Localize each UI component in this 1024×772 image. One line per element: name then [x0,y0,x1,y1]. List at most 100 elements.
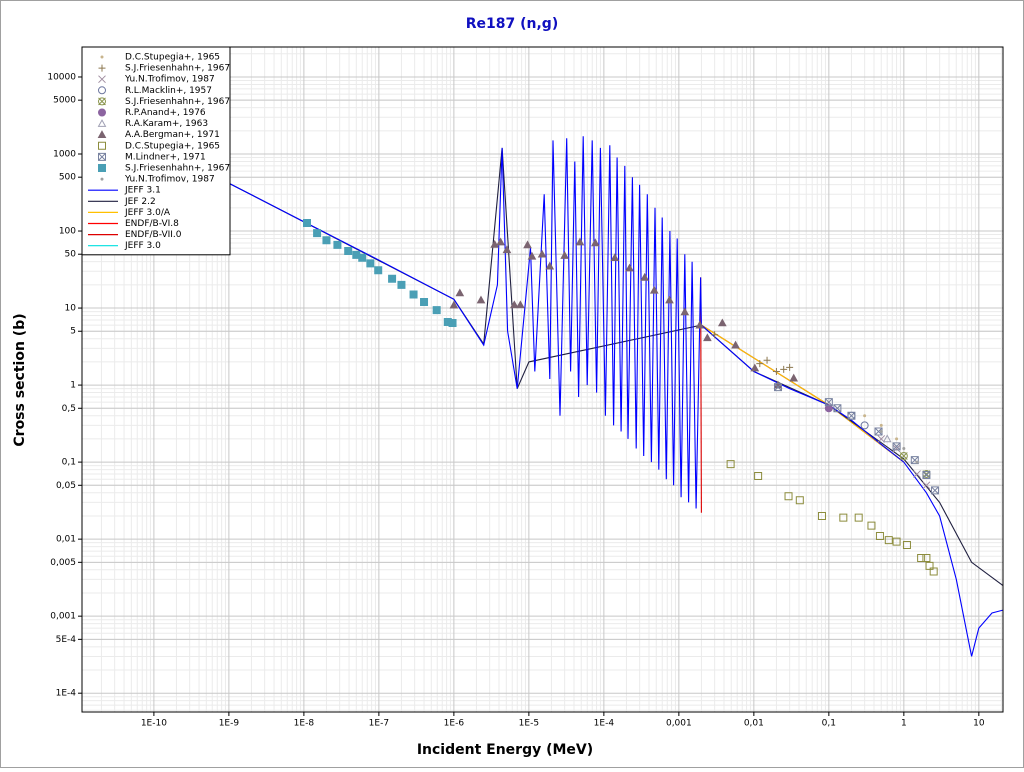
data-point [930,486,939,495]
legend-swatch [98,75,106,84]
data-point [388,274,397,283]
legend-label: JEFF 3.0/A [124,208,171,218]
data-point [899,452,908,461]
x-tick-label: 1E-9 [219,719,240,729]
data-point [922,481,931,490]
legend-swatch [98,141,106,150]
data-point [902,540,911,549]
data-point [913,470,921,478]
y-tick-label: 5E-4 [56,635,77,645]
x-tick-label: 1E-4 [594,719,615,729]
plot-border [81,46,1004,713]
data-point [915,460,919,464]
data-point [333,240,342,249]
data-point [665,295,674,304]
y-tick-label: 0,5 [62,404,76,414]
data-point [879,423,883,427]
data-point [817,511,826,520]
data-point [763,356,771,364]
data-point [925,561,934,570]
legend-swatch [100,177,104,181]
data-point [313,229,322,238]
x-tick-label: 1E-5 [519,719,539,729]
data-point [789,373,799,382]
y-tick-label: 500 [59,173,76,183]
y-tick-label: 1000 [53,150,76,160]
data-point [610,253,620,262]
legend-swatch [97,130,107,138]
data-point [358,253,367,262]
data-point [432,306,441,315]
y-tick-label: 10000 [47,72,76,82]
data-point [833,404,842,413]
legend-label: D.C.Stupegia+, 1965 [125,53,220,63]
legend-label: ENDF/B-VII.0 [125,230,182,240]
data-line [82,107,1003,657]
legend-swatch [98,108,107,117]
legend-label: M.Lindner+, 1971 [125,152,206,162]
legend-label: JEF 2.2 [124,197,156,207]
data-point [824,398,833,407]
y-tick-label: 5 [70,327,76,337]
data-point [717,318,727,327]
data-point [847,411,856,420]
y-tick-label: 0,05 [56,481,76,491]
data-point [726,460,735,469]
x-tick-label: 0,001 [666,719,692,729]
data-point [884,536,893,545]
legend-label: R.P.Anand+, 1976 [125,108,206,118]
data-point [902,447,906,451]
data-point [784,492,793,501]
y-tick-label: 0,01 [56,535,76,545]
data-point [523,240,532,249]
legend-swatch [98,152,106,161]
data-point [892,444,901,453]
data-point [780,365,788,373]
data-point [922,553,931,562]
data-point [680,307,690,316]
data-point [366,259,375,268]
data-point [374,266,383,275]
data-point [756,360,764,368]
data-point [922,471,931,480]
data-point [731,340,740,349]
data-point [397,280,406,289]
data-point [344,247,353,256]
x-tick-label: 1 [901,719,907,729]
x-tick-label: 10 [973,719,985,729]
legend-label: R.A.Karam+, 1963 [125,119,208,129]
data-point [895,437,899,441]
data-point [496,237,505,246]
data-point [545,261,555,270]
y-tick-label: 10 [65,304,77,314]
x-tick-label: 0,01 [744,719,764,729]
legend-label: Yu.N.Trofimov, 1987 [124,75,215,85]
y-tick-label: 0,005 [50,558,76,568]
legend-swatch [98,86,107,95]
data-point [527,251,537,260]
legend-label: JEFF 3.0 [124,241,161,251]
x-tick-label: 1E-8 [294,719,315,729]
data-point [867,521,876,530]
data-point [774,383,783,392]
legend-label: ENDF/B-VI.8 [125,219,179,229]
data-point [860,421,869,430]
legend-swatch [98,64,106,72]
y-tick-label: 0,001 [50,612,76,622]
data-point [892,442,901,451]
data-point [875,531,884,540]
data-point [575,237,585,246]
x-tick-label: 0,1 [822,719,836,729]
legend-box [81,46,231,256]
data-point [795,496,804,505]
legend-swatch [97,119,107,127]
data-point [509,300,519,309]
legend-label: Yu.N.Trofimov, 1987 [124,175,215,185]
data-point [476,295,486,304]
data-point [649,285,659,294]
data-point [839,513,848,522]
data-point [863,414,867,418]
